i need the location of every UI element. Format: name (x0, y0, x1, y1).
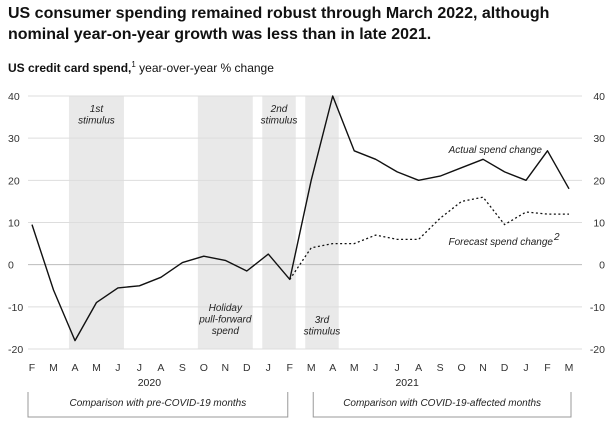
comparison-label: Comparison with COVID-19-affected months (343, 398, 541, 409)
comparison-bracket (312, 392, 572, 418)
x-tick-label: A (415, 362, 422, 374)
period-label: 2nd (270, 104, 288, 115)
y-tick-label-right: 40 (593, 91, 605, 103)
comparison-label: Comparison with pre-COVID-19 months (70, 398, 247, 409)
chart-title: US consumer spending remained robust thr… (8, 5, 550, 43)
x-tick-label: F (287, 362, 293, 374)
period-label: 3rd (315, 315, 330, 326)
x-tick-label: A (71, 362, 78, 374)
period-label: stimulus (78, 116, 115, 127)
comparison-bracket (27, 392, 289, 418)
x-tick-label: M (49, 362, 58, 374)
x-tick-label: A (329, 362, 336, 374)
x-tick-label: M (307, 362, 316, 374)
series-line-forecast (289, 196, 569, 280)
y-tick-label-left: 40 (8, 91, 20, 103)
y-tick-label-right: -10 (590, 302, 605, 314)
y-tick-label-left: 0 (8, 260, 14, 272)
x-tick-label: O (458, 362, 466, 374)
chart-subtitle: US credit card spend,1 year-over-year % … (8, 58, 274, 75)
subtitle-footnote: 1 (131, 60, 136, 69)
x-tick-label: J (137, 362, 142, 374)
series-label-actual: Actual spend change (448, 145, 543, 156)
series-label-forecast-footnote: 2 (553, 232, 560, 243)
period-label: Holiday (209, 303, 243, 314)
y-tick-label-right: 10 (593, 218, 605, 230)
x-tick-label: N (222, 362, 230, 374)
x-tick-label: S (179, 362, 186, 374)
x-tick-label: J (115, 362, 120, 374)
x-tick-label: M (350, 362, 359, 374)
y-tick-label-right: 20 (593, 175, 605, 187)
x-tick-label: J (373, 362, 378, 374)
series-label-forecast: Forecast spend change (448, 237, 553, 248)
x-tick-label: A (157, 362, 164, 374)
x-tick-label: D (243, 362, 251, 374)
y-tick-label-left: 20 (8, 175, 20, 187)
year-label: 2021 (395, 377, 419, 389)
y-tick-label-right: -20 (590, 344, 605, 356)
y-tick-label-left: -10 (8, 302, 23, 314)
y-tick-label-right: 0 (599, 260, 605, 272)
period-label: stimulus (261, 116, 298, 127)
x-tick-label: O (200, 362, 208, 374)
x-tick-label: N (479, 362, 487, 374)
subtitle-bold: US credit card spend, (8, 61, 132, 75)
x-tick-label: F (29, 362, 35, 374)
series-line-actual (31, 95, 570, 342)
y-tick-label-right: 30 (593, 133, 605, 145)
y-tick-label-left: 30 (8, 133, 20, 145)
x-tick-label: J (395, 362, 400, 374)
x-tick-label: F (544, 362, 550, 374)
subtitle-rest: year-over-year % change (135, 61, 274, 75)
period-label: 1st (90, 104, 105, 115)
year-label: 2020 (138, 377, 162, 389)
period-label: spend (212, 326, 240, 337)
x-tick-label: M (92, 362, 101, 374)
x-tick-label: J (266, 362, 271, 374)
x-tick-label: D (501, 362, 509, 374)
y-tick-label-left: 10 (8, 218, 20, 230)
period-label: stimulus (304, 327, 341, 338)
y-tick-label-left: -20 (8, 344, 23, 356)
x-tick-label: S (437, 362, 444, 374)
x-tick-label: J (523, 362, 528, 374)
x-tick-label: M (565, 362, 574, 374)
period-label: pull-forward (198, 315, 252, 326)
